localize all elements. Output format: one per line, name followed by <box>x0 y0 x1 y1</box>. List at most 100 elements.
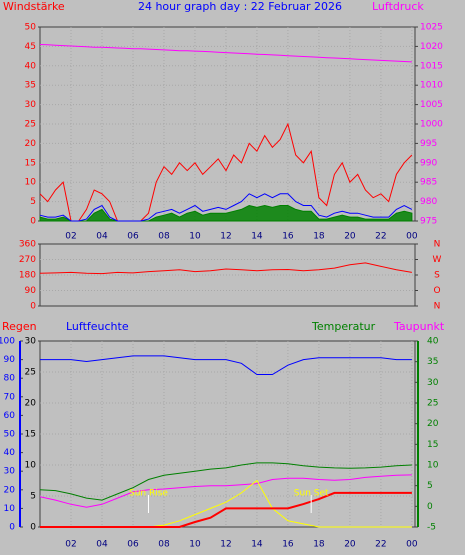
series-label: Luftfeuchte <box>66 320 129 333</box>
y3-tick-label: 50 <box>4 430 16 440</box>
series-line <box>39 122 413 222</box>
y3-tick-label: 100 <box>0 337 15 347</box>
axis-label: Luftdruck <box>372 0 424 13</box>
x-tick-label: 22 <box>375 540 386 550</box>
series-line <box>39 44 412 63</box>
x-tick-label: 12 <box>220 540 231 550</box>
series-label: Temperatur <box>311 320 376 333</box>
y-tick-label: 10 <box>25 461 37 471</box>
x-tick-label: 00 <box>406 232 418 242</box>
y2-tick-label: S <box>434 271 440 281</box>
x-tick-label: 18 <box>313 232 325 242</box>
y2-tick-label: N <box>434 302 441 312</box>
chart-title: 24 hour graph day : 22 Februar 2026 <box>138 0 342 13</box>
annotation: Sun Rise <box>129 489 168 499</box>
y-tick-label: 0 <box>30 217 36 227</box>
x-tick-label: 02 <box>65 232 76 242</box>
y3-tick-label: 80 <box>4 374 16 384</box>
y3-tick-label: 30 <box>4 467 16 477</box>
x-tick-label: 10 <box>189 540 201 550</box>
y2-tick-label: 985 <box>420 178 437 188</box>
y-tick-label: 180 <box>19 271 36 281</box>
y-tick-label: 10 <box>25 178 37 188</box>
y2-tick-label: 1005 <box>420 100 443 110</box>
y2-tick-label: W <box>433 255 442 265</box>
y2-tick-label: 25 <box>427 399 438 409</box>
y-tick-label: 270 <box>19 255 36 265</box>
series-area <box>39 204 413 222</box>
y-tick-label: 5 <box>30 197 36 207</box>
x-tick-label: 08 <box>158 232 170 242</box>
y-tick-label: 50 <box>25 23 37 33</box>
y2-tick-label: 35 <box>427 357 438 367</box>
y-tick-label: 0 <box>30 302 36 312</box>
x-tick-label: 22 <box>375 232 386 242</box>
y2-tick-label: 1015 <box>420 61 443 71</box>
y-tick-label: 20 <box>25 139 37 149</box>
x-tick-label: 20 <box>344 540 356 550</box>
y-tick-label: 25 <box>25 368 36 378</box>
y2-tick-label: 30 <box>427 378 439 388</box>
y2-tick-label: 1025 <box>420 23 443 33</box>
x-tick-label: 08 <box>158 540 170 550</box>
x-tick-label: 16 <box>282 540 294 550</box>
annotation: Sun Set <box>294 489 329 499</box>
x-tick-label: 04 <box>96 232 108 242</box>
y2-tick-label: 5 <box>427 481 433 491</box>
y2-tick-label: -5 <box>427 523 436 533</box>
y2-tick-label: 1000 <box>420 120 443 130</box>
x-tick-label: 16 <box>282 232 294 242</box>
x-tick-label: 06 <box>127 540 139 550</box>
y3-tick-label: 60 <box>4 411 16 421</box>
y-tick-label: 20 <box>25 399 37 409</box>
y2-tick-label: N <box>434 240 441 250</box>
x-tick-label: 14 <box>251 232 263 242</box>
series-line <box>40 491 412 528</box>
x-tick-label: 06 <box>127 232 139 242</box>
y2-tick-label: 980 <box>420 197 437 207</box>
y2-tick-label: 10 <box>427 461 439 471</box>
y-tick-label: 5 <box>30 492 36 502</box>
y2-tick-label: 990 <box>420 158 437 168</box>
x-tick-label: 04 <box>96 540 108 550</box>
y2-tick-label: 995 <box>420 139 437 149</box>
y2-tick-label: 15 <box>427 440 438 450</box>
y2-tick-label: 20 <box>427 419 439 429</box>
series-line <box>39 462 412 501</box>
series-line <box>39 193 413 222</box>
y-tick-label: 30 <box>25 337 37 347</box>
series-label: Taupunkt <box>393 320 445 333</box>
y3-tick-label: 70 <box>4 392 16 402</box>
x-tick-label: 00 <box>406 540 418 550</box>
y-tick-label: 15 <box>25 430 36 440</box>
y-tick-label: 360 <box>19 240 36 250</box>
x-tick-label: 20 <box>344 232 356 242</box>
y-tick-label: 40 <box>25 61 37 71</box>
y-tick-label: 30 <box>25 100 37 110</box>
series-line <box>39 262 412 275</box>
axis-label: Windstärke <box>3 0 65 13</box>
x-tick-label: 14 <box>251 540 263 550</box>
series-label: Regen <box>2 320 37 333</box>
x-tick-label: 02 <box>65 540 76 550</box>
y-tick-label: 15 <box>25 158 36 168</box>
y3-tick-label: 40 <box>4 448 16 458</box>
y2-tick-label: O <box>433 286 440 296</box>
y-tick-label: 90 <box>25 286 37 296</box>
series-line <box>39 474 412 508</box>
y2-tick-label: 0 <box>427 502 433 512</box>
y2-tick-label: 1020 <box>420 42 443 52</box>
y-tick-label: 45 <box>25 42 36 52</box>
y2-tick-label: 975 <box>420 217 437 227</box>
y-tick-label: 35 <box>25 81 36 91</box>
y3-tick-label: 20 <box>4 485 16 495</box>
x-tick-label: 18 <box>313 540 325 550</box>
series-line <box>40 355 412 375</box>
y3-tick-label: 10 <box>4 504 16 514</box>
x-tick-label: 12 <box>220 232 231 242</box>
y2-tick-label: 1010 <box>420 81 443 91</box>
y2-tick-label: 40 <box>427 337 439 347</box>
x-tick-label: 10 <box>189 232 201 242</box>
y-tick-label: 25 <box>25 120 36 130</box>
